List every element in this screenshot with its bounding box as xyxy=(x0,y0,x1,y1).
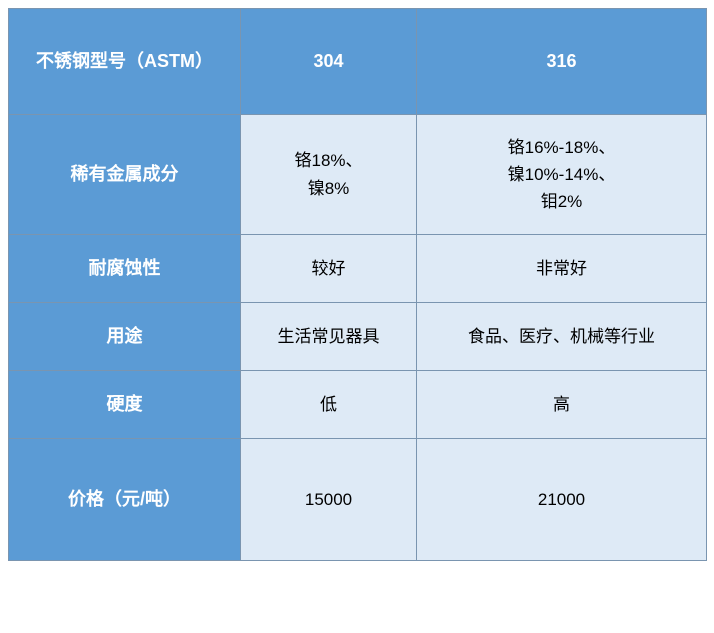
header-col-304: 304 xyxy=(241,9,417,115)
table: 不锈钢型号（ASTM） 304 316 稀有金属成分 铬18%、镍8% 铬16%… xyxy=(8,8,707,561)
cell-hardness-316: 高 xyxy=(417,371,707,439)
table-row-corrosion: 耐腐蚀性 较好 非常好 xyxy=(9,235,707,303)
cell-corrosion-316: 非常好 xyxy=(417,235,707,303)
table-row-price: 价格（元/吨） 15000 21000 xyxy=(9,439,707,561)
table-row-composition: 稀有金属成分 铬18%、镍8% 铬16%-18%、镍10%-14%、钼2% xyxy=(9,115,707,235)
header-label: 不锈钢型号（ASTM） xyxy=(9,9,241,115)
row-label-usage: 用途 xyxy=(9,303,241,371)
steel-comparison-table: 不锈钢型号（ASTM） 304 316 稀有金属成分 铬18%、镍8% 铬16%… xyxy=(8,8,706,561)
cell-usage-316: 食品、医疗、机械等行业 xyxy=(417,303,707,371)
cell-composition-304: 铬18%、镍8% xyxy=(241,115,417,235)
cell-price-316: 21000 xyxy=(417,439,707,561)
table-header-row: 不锈钢型号（ASTM） 304 316 xyxy=(9,9,707,115)
cell-hardness-304: 低 xyxy=(241,371,417,439)
row-label-hardness: 硬度 xyxy=(9,371,241,439)
cell-corrosion-304: 较好 xyxy=(241,235,417,303)
header-col-316: 316 xyxy=(417,9,707,115)
row-label-corrosion: 耐腐蚀性 xyxy=(9,235,241,303)
table-row-hardness: 硬度 低 高 xyxy=(9,371,707,439)
cell-composition-316: 铬16%-18%、镍10%-14%、钼2% xyxy=(417,115,707,235)
cell-price-304: 15000 xyxy=(241,439,417,561)
row-label-price: 价格（元/吨） xyxy=(9,439,241,561)
table-row-usage: 用途 生活常见器具 食品、医疗、机械等行业 xyxy=(9,303,707,371)
cell-usage-304: 生活常见器具 xyxy=(241,303,417,371)
row-label-composition: 稀有金属成分 xyxy=(9,115,241,235)
